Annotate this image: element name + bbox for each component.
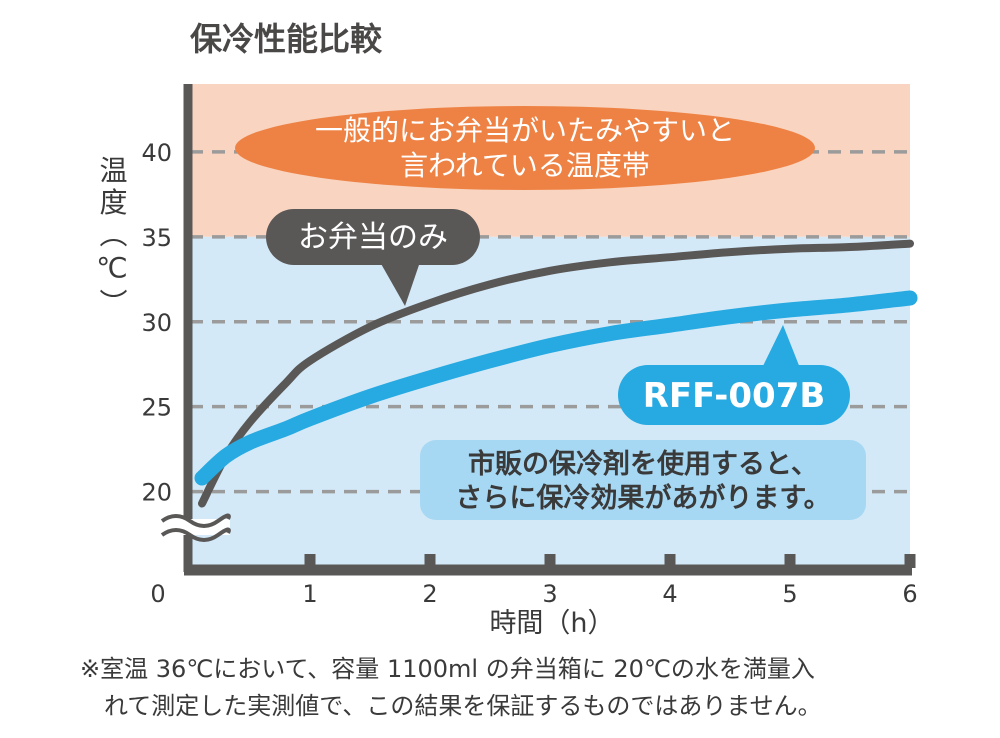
product-callout: RFF-007B [618, 325, 850, 425]
y-axis-label: 温度（℃） [96, 156, 129, 321]
product-callout-pointer [762, 325, 800, 368]
y-axis-title: 温度（℃） [96, 156, 129, 321]
bento-only-callout: お弁当のみ [266, 209, 480, 306]
y-tick-20: 20 [141, 479, 172, 507]
note-line2: さらに保冷効果があがります。 [455, 482, 830, 514]
x-tick-4: 4 [662, 580, 677, 608]
y-tick-40: 40 [141, 139, 172, 167]
y-tick-30: 30 [141, 309, 172, 337]
axis-break-wave-bottom [160, 527, 231, 542]
footnote-line1: ※室温 36℃において、容量 1100ml の弁当箱に 20℃の水を満量入 [80, 655, 815, 683]
series-lines [194, 239, 918, 508]
product-callout-label: RFF-007B [643, 376, 826, 416]
footnote-line2: れて測定した実測値で、この結果を保証するものではありません。 [104, 692, 822, 720]
danger-zone-callout: 一般的にお弁当がいたみやすいと 言われている温度帯 [235, 106, 815, 190]
x-tick-1: 1 [302, 580, 317, 608]
note-callout: 市販の保冷剤を使用すると、 さらに保冷効果があがります。 [420, 440, 866, 520]
axis-break-wave-top [160, 513, 231, 528]
x-tick-3: 3 [542, 580, 557, 608]
danger-zone-line1: 一般的にお弁当がいたみやすいと [315, 114, 735, 147]
y-tick-25: 25 [141, 394, 172, 422]
x-tick-0: 0 [150, 580, 165, 608]
tick-labels: 20 25 30 35 40 0 1 2 3 4 5 6 [141, 139, 917, 608]
y-tick-35: 35 [141, 224, 172, 252]
series-line-bento-only [198, 239, 914, 508]
note-callout-box [420, 440, 866, 520]
series-line-rff-007b [194, 290, 918, 486]
x-tick-6: 6 [902, 580, 917, 608]
danger-zone-line2: 言われている温度帯 [400, 149, 650, 182]
x-axis-title: 時間（h） [489, 608, 614, 639]
x-tick-2: 2 [422, 580, 437, 608]
axes [160, 84, 916, 576]
x-tick-5: 5 [782, 580, 797, 608]
bento-callout-pointer [380, 262, 420, 306]
bento-callout-label: お弁当のみ [298, 220, 448, 255]
chart-title: 保冷性能比較 [190, 20, 383, 58]
note-line1: 市販の保冷剤を使用すると、 [468, 448, 818, 480]
danger-zone-ellipse [235, 106, 815, 190]
bento-callout-bubble [266, 209, 480, 265]
product-callout-bubble [618, 365, 850, 425]
